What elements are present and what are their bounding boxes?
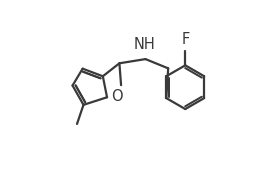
Text: F: F: [181, 32, 189, 47]
Text: O: O: [111, 89, 123, 104]
Text: NH: NH: [133, 37, 155, 51]
